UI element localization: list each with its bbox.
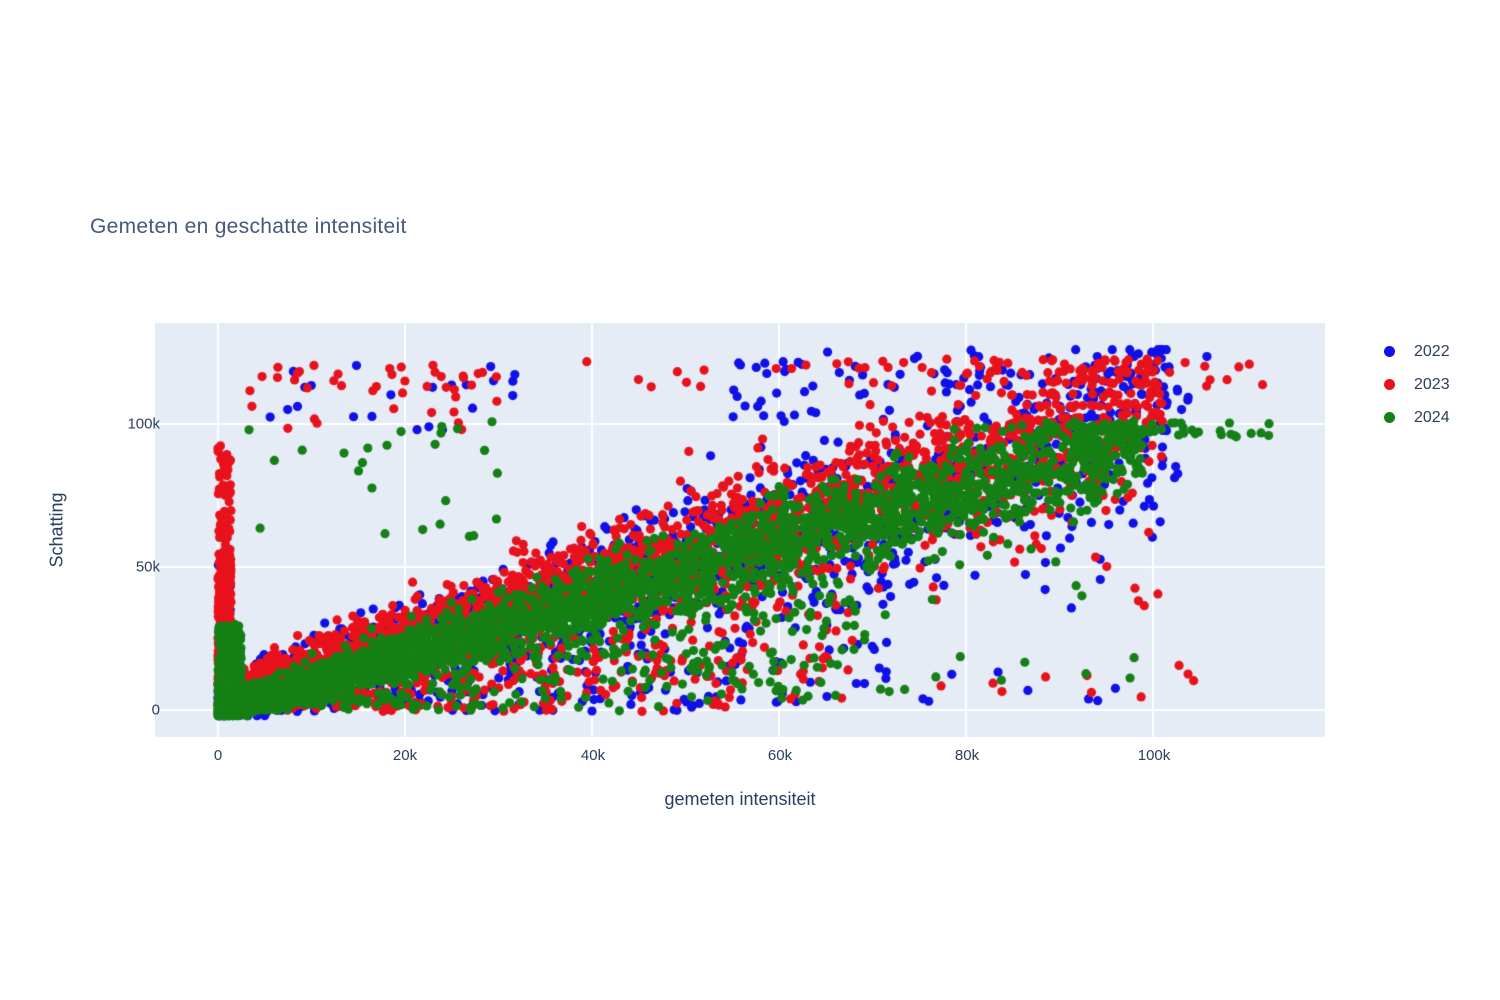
y-tick-label-50k: 50k [135,558,160,576]
legend-label-2022: 2022 [1414,342,1450,360]
y-tick-label-100k: 100k [127,415,160,433]
legend-label-2023: 2023 [1414,375,1450,393]
legend-marker-2022-icon [1384,346,1395,357]
x-axis-title: gemeten intensiteit [664,789,816,809]
legend-item-2022[interactable]: 2022 [1384,335,1450,368]
x-tick-label-40k: 40k [580,747,606,764]
legend-label-2024: 2024 [1414,408,1450,426]
x-tick-label-60k: 60k [767,747,793,764]
y-axis-title: Schatting [46,492,67,568]
x-tick-label-20k: 20k [392,747,418,764]
legend-item-2023[interactable]: 2023 [1384,368,1450,401]
scatter-canvas[interactable] [155,323,1325,737]
legend-marker-2023-icon [1384,379,1395,390]
legend: 2022 2023 2024 [1384,335,1450,434]
chart-title: Gemeten en geschatte intensiteit [90,215,407,238]
plot-area[interactable] [155,323,1325,737]
x-tick-label-100k: 100k [1137,747,1171,764]
legend-item-2024[interactable]: 2024 [1384,401,1450,434]
y-tick-label-0: 0 [151,701,160,719]
legend-marker-2024-icon [1384,412,1395,423]
x-tick-label-80k: 80k [954,747,980,764]
x-tick-label-0: 0 [213,747,223,764]
